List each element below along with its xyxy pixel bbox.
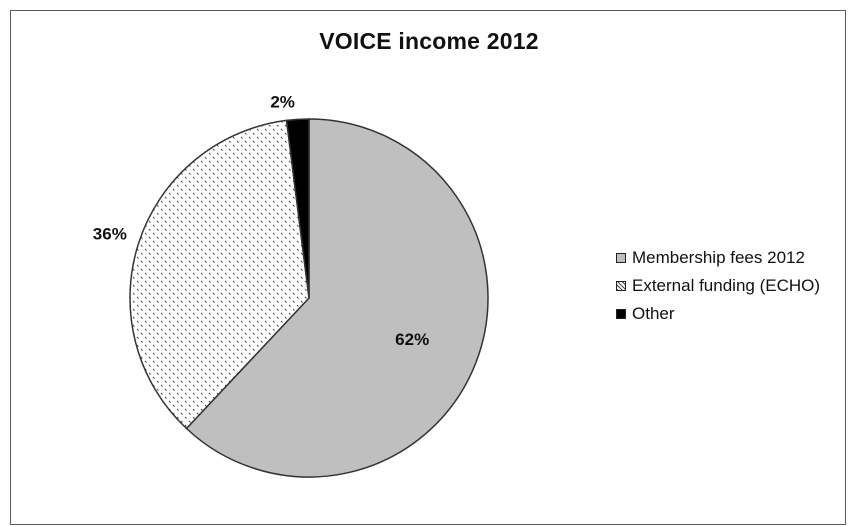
chart-title: VOICE income 2012 (319, 28, 539, 54)
data-label-external: 36% (93, 224, 127, 243)
legend-swatch-membership (616, 253, 626, 263)
legend-swatch-other (616, 309, 626, 319)
pie-slices (129, 118, 489, 478)
legend: Membership fees 2012 External funding (E… (616, 244, 820, 328)
legend-swatch-external (616, 281, 626, 291)
data-label-membership: 62% (395, 330, 429, 349)
data-label-other: 2% (270, 92, 295, 111)
pie-slice-other (285, 118, 310, 299)
legend-label-external: External funding (ECHO) (632, 276, 821, 295)
pie-slice-membership (185, 118, 489, 478)
legend-item-membership: Membership fees 2012 (616, 244, 820, 272)
pie-slice-external (129, 119, 310, 430)
legend-label-other: Other (632, 304, 675, 323)
legend-item-external: External funding (ECHO) (616, 272, 820, 300)
legend-item-other: Other (616, 300, 820, 328)
pie-labels: 62% 36% 2% (93, 92, 429, 348)
legend-label-membership: Membership fees 2012 (632, 248, 805, 267)
